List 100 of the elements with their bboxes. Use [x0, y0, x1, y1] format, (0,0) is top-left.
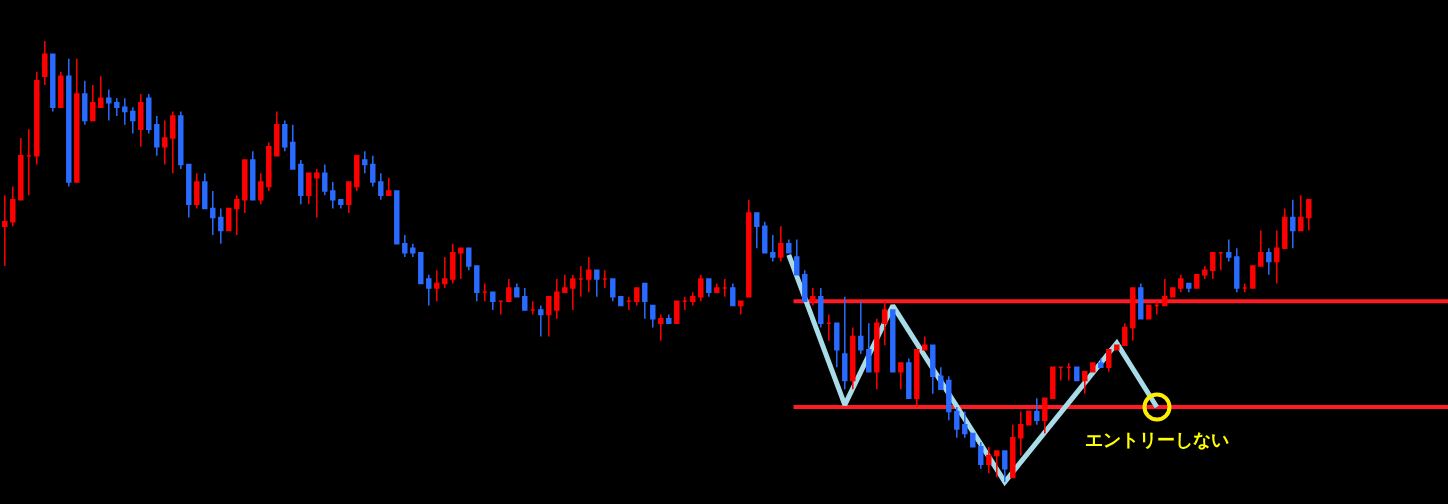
- candlestick: [74, 57, 80, 183]
- candlestick: [1138, 282, 1144, 320]
- candlestick: [10, 185, 16, 227]
- candlestick: [610, 278, 616, 302]
- candlestick: [386, 176, 392, 197]
- candlestick: [754, 212, 760, 249]
- candlestick: [266, 141, 272, 192]
- candlestick: [170, 110, 176, 175]
- candlestick: [1194, 273, 1200, 289]
- candlestick: [58, 71, 64, 108]
- candlestick: [618, 296, 624, 307]
- candlestick: [314, 168, 320, 219]
- candlestick: [458, 247, 464, 280]
- candlestick: [898, 362, 904, 391]
- candlestick: [594, 269, 600, 298]
- candlestick: [514, 282, 520, 298]
- candlestick: [330, 181, 336, 210]
- candlestick: [1010, 423, 1016, 479]
- candlestick: [706, 278, 712, 298]
- candlestick: [434, 269, 440, 302]
- candlestick: [306, 172, 312, 205]
- candlestick: [426, 273, 432, 307]
- candlestick: [90, 84, 96, 122]
- candlestick: [490, 291, 496, 311]
- candlestick: [810, 287, 816, 307]
- candlestick: [338, 199, 344, 210]
- candlestick: [650, 304, 656, 329]
- candlestick: [466, 247, 472, 272]
- candlestick: [242, 159, 248, 214]
- candlestick: [1146, 304, 1152, 320]
- candlestick: [1218, 251, 1224, 272]
- candlestick: [66, 57, 72, 188]
- candlestick: [698, 273, 704, 302]
- candlestick: [362, 150, 368, 175]
- candlestick: [1226, 238, 1232, 263]
- candlestick: [690, 291, 696, 307]
- candlestick: [50, 53, 56, 113]
- candlestick: [978, 441, 984, 470]
- candlestick: [746, 199, 752, 298]
- candlestick: [1106, 348, 1112, 373]
- candlestick: [1162, 278, 1168, 307]
- candlestick: [1074, 366, 1080, 382]
- candlestick: [578, 265, 584, 298]
- candlestick: [762, 221, 768, 254]
- candlestick: [786, 238, 792, 254]
- candlestick: [970, 432, 976, 448]
- candlestick: [1154, 300, 1160, 316]
- candlestick: [1042, 397, 1048, 435]
- candlestick: [2, 194, 8, 267]
- candlestick: [210, 190, 216, 236]
- candlestick: [410, 243, 416, 258]
- candlestick: [1114, 344, 1120, 351]
- candlestick: [1186, 282, 1192, 294]
- candlestick: [730, 282, 736, 307]
- candlestick: [658, 313, 664, 342]
- candlestick: [1082, 370, 1088, 395]
- candlestick: [1282, 207, 1288, 249]
- candlestick: [674, 300, 680, 324]
- candlestick: [890, 309, 896, 373]
- candlestick: [82, 79, 88, 126]
- candlestick: [418, 251, 424, 285]
- candlestick: [498, 300, 504, 316]
- candlestick: [290, 124, 296, 170]
- candlestick: [586, 256, 592, 294]
- candlestick: [914, 348, 920, 408]
- candlestick: [906, 357, 912, 399]
- candlestick: [1058, 366, 1064, 382]
- candlestick: [1210, 251, 1216, 280]
- candlestick: [42, 40, 48, 86]
- candlestick: [1290, 199, 1296, 249]
- candlestick: [722, 278, 728, 298]
- candlestick: [1066, 362, 1072, 382]
- candlestick: [354, 154, 360, 192]
- candlestick: [714, 282, 720, 294]
- candlestick: [1050, 366, 1056, 399]
- candlestick: [402, 234, 408, 258]
- candlestick: [1274, 229, 1280, 285]
- candlestick: [666, 313, 672, 324]
- candlestick: [642, 282, 648, 320]
- candlestick: [1026, 410, 1032, 426]
- candlestick: [962, 410, 968, 439]
- candlestick: [114, 97, 120, 117]
- candlestick: [946, 375, 952, 421]
- candlestick: [1298, 194, 1304, 232]
- candlestick: [322, 163, 328, 197]
- candlestick: [530, 300, 536, 316]
- candlestick: [834, 322, 840, 369]
- candlestick: [866, 322, 872, 373]
- candlestick: [802, 269, 808, 302]
- candlestick: [682, 296, 688, 311]
- candlestick: [778, 225, 784, 263]
- candlestick: [842, 296, 848, 391]
- candlestick: [1122, 322, 1128, 347]
- candlestick: [554, 278, 560, 320]
- candlestick: [1130, 287, 1136, 342]
- candlestick: [250, 150, 256, 201]
- candlestick: [1306, 199, 1312, 232]
- candlestick: [34, 71, 40, 166]
- candlestick: [938, 366, 944, 391]
- candlestick: [626, 296, 632, 311]
